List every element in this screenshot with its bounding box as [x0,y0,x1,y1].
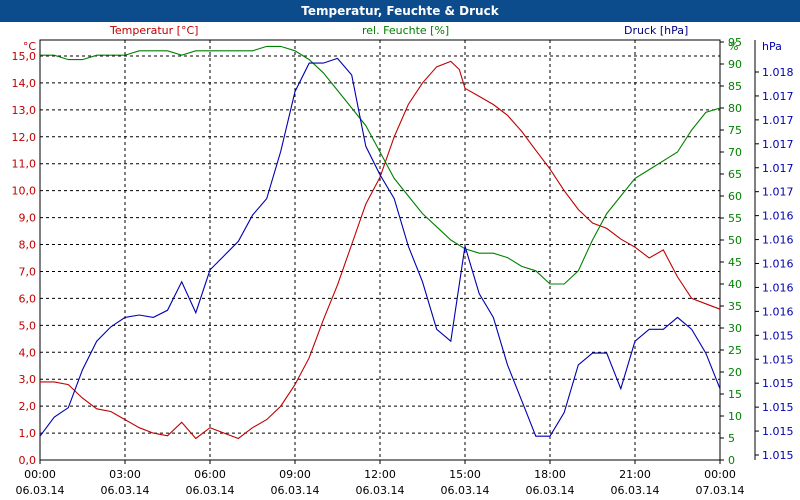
press-tick-label: 1.015 [762,449,794,462]
temp-tick-label: 13,0 [12,104,37,117]
x-tick-date: 07.03.14 [696,484,745,497]
x-tick-date: 06.03.14 [611,484,660,497]
x-tick-date: 06.03.14 [16,484,65,497]
press-tick-label: 1.015 [762,353,794,366]
hum-tick-label: 70 [728,146,742,159]
press-tick-label: 1.016 [762,210,794,223]
press-tick-label: 1.015 [762,401,794,414]
hum-tick-label: 35 [728,300,742,313]
x-tick-date: 06.03.14 [101,484,150,497]
hum-tick-label: 10 [728,410,742,423]
press-series-line [39,57,721,437]
temp-tick-label: 1,0 [19,427,37,440]
hum-series-line [40,45,721,285]
temp-tick-label: 11,0 [12,158,37,171]
x-tick-date: 06.03.14 [441,484,490,497]
chart-title: Temperatur, Feuchte & Druck [0,0,800,22]
press-tick-label: 1.017 [762,90,794,103]
temp-tick-label: 9,0 [19,212,37,225]
temp-tick-label: 7,0 [19,265,37,278]
x-tick-date: 06.03.14 [186,484,235,497]
press-tick-label: 1.017 [762,138,794,151]
temp-tick-label: 3,0 [19,373,37,386]
press-tick-label: 1.018 [762,66,794,79]
x-tick-time: 00:00 [704,468,736,481]
x-tick-time: 18:00 [534,468,566,481]
hum-unit: % [728,40,738,53]
temp-tick-label: 4,0 [19,346,37,359]
hum-tick-label: 5 [728,432,735,445]
press-tick-label: 1.015 [762,329,794,342]
hum-tick-label: 40 [728,278,742,291]
temp-unit: °C [23,40,37,53]
hum-tick-label: 45 [728,256,742,269]
temp-tick-label: 5,0 [19,319,37,332]
press-tick-label: 1.017 [762,114,794,127]
x-tick-time: 21:00 [619,468,651,481]
hum-tick-label: 60 [728,190,742,203]
temp-series-line [40,60,721,440]
x-tick-date: 06.03.14 [271,484,320,497]
hum-tick-label: 85 [728,80,742,93]
hum-tick-label: 30 [728,322,742,335]
x-tick-time: 15:00 [449,468,481,481]
x-tick-time: 12:00 [364,468,396,481]
temp-tick-label: 6,0 [19,292,37,305]
hum-tick-label: 55 [728,212,742,225]
temp-tick-label: 0,0 [19,454,37,467]
hum-axis-title: rel. Feuchte [%] [362,24,450,37]
temp-tick-label: 8,0 [19,239,37,252]
press-unit: hPa [762,40,782,53]
x-tick-time: 09:00 [279,468,311,481]
x-tick-date: 06.03.14 [526,484,575,497]
press-tick-label: 1.016 [762,281,794,294]
temp-tick-label: 14,0 [12,77,37,90]
press-tick-label: 1.015 [762,425,794,438]
hum-tick-label: 15 [728,388,742,401]
press-tick-label: 1.017 [762,186,794,199]
temp-tick-label: 12,0 [12,131,37,144]
x-tick-date: 06.03.14 [356,484,405,497]
hum-tick-label: 50 [728,234,742,247]
press-tick-label: 1.017 [762,162,794,175]
temp-axis-title: Temperatur [°C] [110,24,199,37]
hum-tick-label: 90 [728,58,742,71]
press-axis-title: Druck [hPa] [624,24,689,37]
hum-tick-label: 80 [728,102,742,115]
temp-tick-label: 15,0 [12,50,37,63]
hum-tick-label: 25 [728,344,742,357]
temp-tick-label: 2,0 [19,400,37,413]
press-tick-label: 1.016 [762,258,794,271]
temp-tick-label: 10,0 [12,185,37,198]
press-tick-label: 1.016 [762,305,794,318]
hum-tick-label: 0 [728,454,735,467]
x-tick-time: 06:00 [194,468,226,481]
hum-tick-label: 95 [728,36,742,49]
hum-tick-label: 65 [728,168,742,181]
x-tick-time: 00:00 [24,468,56,481]
hum-tick-label: 75 [728,124,742,137]
press-tick-label: 1.015 [762,377,794,390]
hum-tick-label: 20 [728,366,742,379]
x-tick-time: 03:00 [109,468,141,481]
press-tick-label: 1.016 [762,234,794,247]
